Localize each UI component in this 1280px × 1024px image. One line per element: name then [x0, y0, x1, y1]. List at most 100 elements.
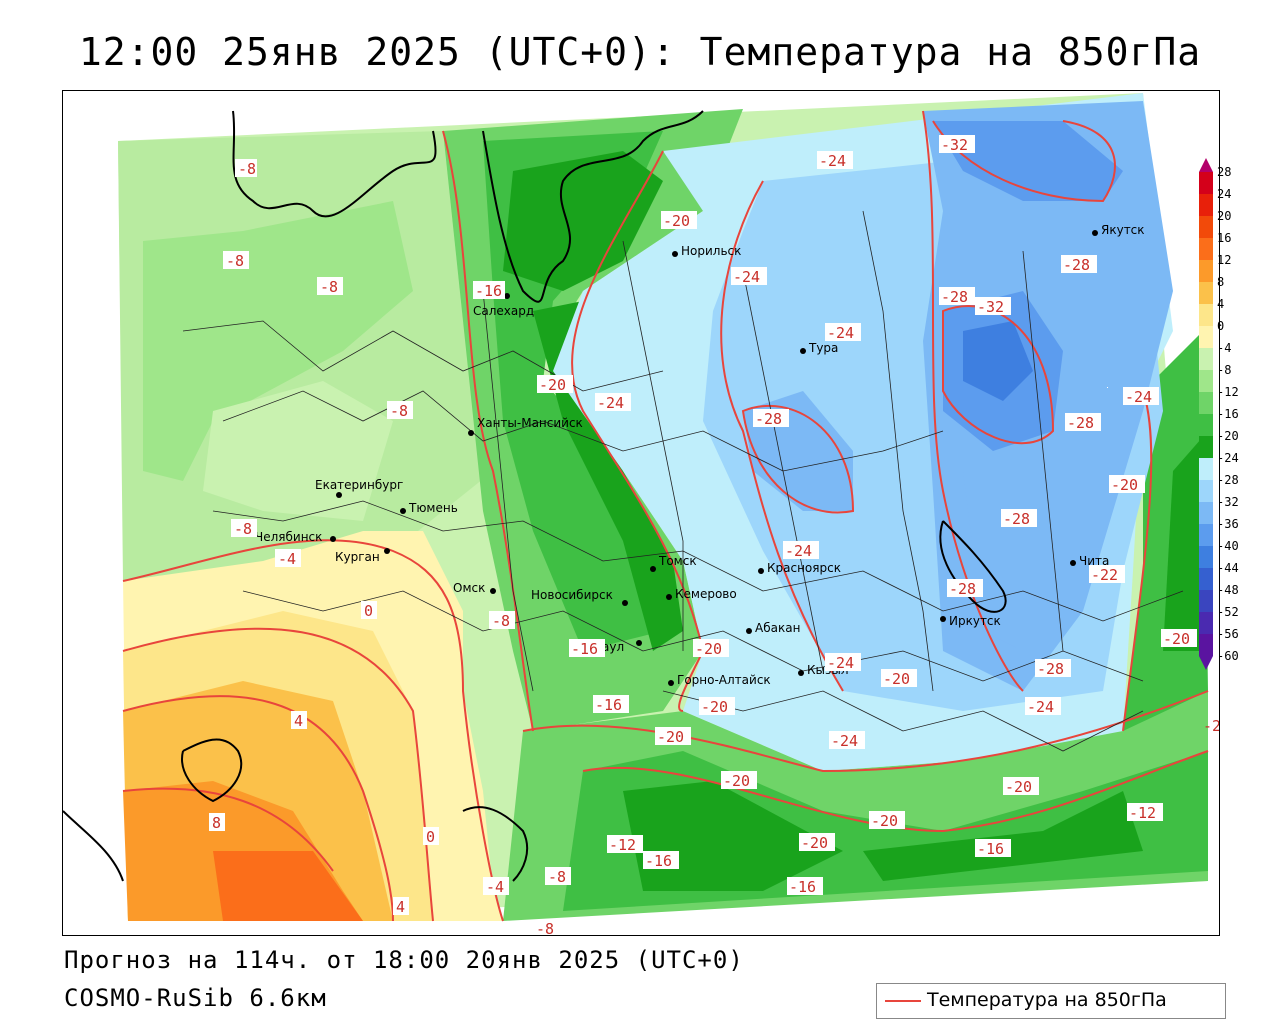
- iso-label: -28: [1001, 509, 1037, 528]
- iso-label: -24: [1123, 387, 1159, 406]
- color-scale-label: -60: [1217, 649, 1239, 663]
- iso-label: -20: [655, 727, 691, 746]
- svg-text:-20: -20: [701, 698, 728, 716]
- iso-label: -28: [1065, 413, 1101, 432]
- city-markers: Норильск Якутск Салехард Тура Ханты-Манс…: [255, 223, 1145, 687]
- color-scale-cell: [1199, 436, 1213, 458]
- iso-label: -32: [975, 297, 1011, 316]
- color-scale-cell: [1199, 348, 1213, 370]
- svg-text:-24: -24: [1203, 717, 1219, 735]
- iso-label: -20: [537, 375, 573, 394]
- color-scale-cell: [1199, 304, 1213, 326]
- city-omsk: Омск: [453, 581, 496, 595]
- svg-text:-24: -24: [785, 542, 812, 560]
- color-scale-label: -8: [1217, 363, 1231, 377]
- svg-text:-4: -4: [278, 550, 296, 568]
- iso-label: 4: [291, 711, 307, 730]
- iso-label: -20: [881, 669, 917, 688]
- city-chelyabinsk: Челябинск: [255, 530, 336, 544]
- svg-text:-16: -16: [475, 282, 502, 300]
- color-scale-cell: [1199, 634, 1213, 656]
- color-scale-cell: [1199, 370, 1213, 392]
- color-scale-cell: [1199, 612, 1213, 634]
- color-scale-bottom-arrow: [1199, 656, 1213, 670]
- color-scale-top-arrow: [1199, 158, 1213, 172]
- color-scale-label: -20: [1217, 429, 1239, 443]
- color-scale: 28 24 20 16 12 8 4 0 -4 -8 -12 -16 -20 -24 -28 -32 -36 -4…: [1199, 158, 1279, 688]
- isotherm-lines: [122, 110, 1209, 922]
- iso-label: -20: [1161, 629, 1197, 648]
- color-scale-label: 24: [1217, 187, 1231, 201]
- color-scale-cell: [1199, 546, 1213, 568]
- color-scale-label: 20: [1217, 209, 1231, 223]
- svg-text:-28: -28: [1063, 256, 1090, 274]
- svg-text:8: 8: [212, 814, 221, 832]
- color-scale-label: -48: [1217, 583, 1239, 597]
- svg-text:Иркутск: Иркутск: [949, 614, 1001, 628]
- map-title: 12:00 25янв 2025 (UTC+0): Температура на…: [78, 30, 1202, 74]
- svg-text:-20: -20: [871, 812, 898, 830]
- svg-text:-20: -20: [801, 834, 828, 852]
- iso-label: -20: [869, 811, 905, 830]
- iso-label: -32: [939, 135, 975, 154]
- svg-text:-32: -32: [941, 136, 968, 154]
- color-scale-cell: [1199, 590, 1213, 612]
- color-scale-label: 8: [1217, 275, 1224, 289]
- svg-text:0: 0: [364, 602, 373, 620]
- legend-box: Температура на 850гПа: [876, 983, 1226, 1019]
- iso-label: -20: [721, 771, 757, 790]
- city-tura: Тура: [800, 341, 838, 355]
- city-khanty-mansiysk: Ханты-Мансийск: [468, 416, 583, 436]
- iso-label: -16: [473, 281, 505, 300]
- color-scale-cell: [1199, 282, 1213, 304]
- color-scale-cell: [1199, 414, 1213, 436]
- isotherm-labels: -8 -8 -8 -8 -8 -4 0 4 8 0 -4 -8 4 -16 -2…: [209, 135, 1219, 935]
- color-scale-label: -40: [1217, 539, 1239, 553]
- color-scale-cells: [1199, 158, 1213, 670]
- region-borders: [182, 210, 1184, 752]
- svg-text:Горно-Алтайск: Горно-Алтайск: [677, 673, 771, 687]
- svg-text:-12: -12: [609, 836, 636, 854]
- svg-text:-24: -24: [831, 732, 858, 750]
- color-scale-label: -28: [1217, 473, 1239, 487]
- iso-label: -4: [483, 877, 509, 896]
- svg-text:4: 4: [294, 712, 303, 730]
- legend-line-swatch: [885, 1000, 921, 1002]
- iso-label: 8: [209, 813, 225, 832]
- color-scale-label: 28: [1217, 165, 1231, 179]
- city-tyumen: Тюмень: [400, 501, 458, 515]
- iso-label: -16: [975, 839, 1011, 858]
- iso-label: -4: [275, 549, 301, 568]
- city-kemerovo: Кемерово: [666, 587, 737, 601]
- svg-text:Якутск: Якутск: [1101, 223, 1145, 237]
- city-abakan: Абакан: [746, 621, 800, 635]
- iso-label: -22: [1089, 565, 1125, 584]
- city-tomsk: Томск: [650, 554, 697, 572]
- iso-label: -28: [1035, 659, 1071, 678]
- svg-text:-24: -24: [819, 152, 846, 170]
- iso-label: -8: [489, 611, 515, 630]
- color-scale-cell: [1199, 568, 1213, 590]
- iso-label: -16: [569, 639, 605, 658]
- color-scale-cell: [1199, 480, 1213, 502]
- iso-label: -24: [825, 323, 861, 342]
- svg-text:-12: -12: [1129, 804, 1156, 822]
- city-yakutsk: Якутск: [1092, 223, 1145, 237]
- color-scale-cell: [1199, 458, 1213, 480]
- svg-text:-20: -20: [539, 376, 566, 394]
- svg-text:-8: -8: [238, 160, 256, 178]
- iso-label: -20: [699, 697, 735, 716]
- iso-label: -8: [231, 519, 257, 538]
- svg-text:-16: -16: [595, 696, 622, 714]
- svg-text:-8: -8: [492, 612, 510, 630]
- svg-text:-22: -22: [1091, 566, 1118, 584]
- iso-label: -28: [947, 579, 983, 598]
- iso-label: -28: [1061, 255, 1097, 274]
- svg-text:Кемерово: Кемерово: [675, 587, 737, 601]
- svg-text:-16: -16: [977, 840, 1004, 858]
- svg-text:Норильск: Норильск: [681, 244, 741, 258]
- svg-text:Курган: Курган: [335, 550, 380, 564]
- svg-text:Тура: Тура: [808, 341, 838, 355]
- city-kurgan: Курган: [335, 548, 390, 564]
- color-scale-cell: [1199, 260, 1213, 282]
